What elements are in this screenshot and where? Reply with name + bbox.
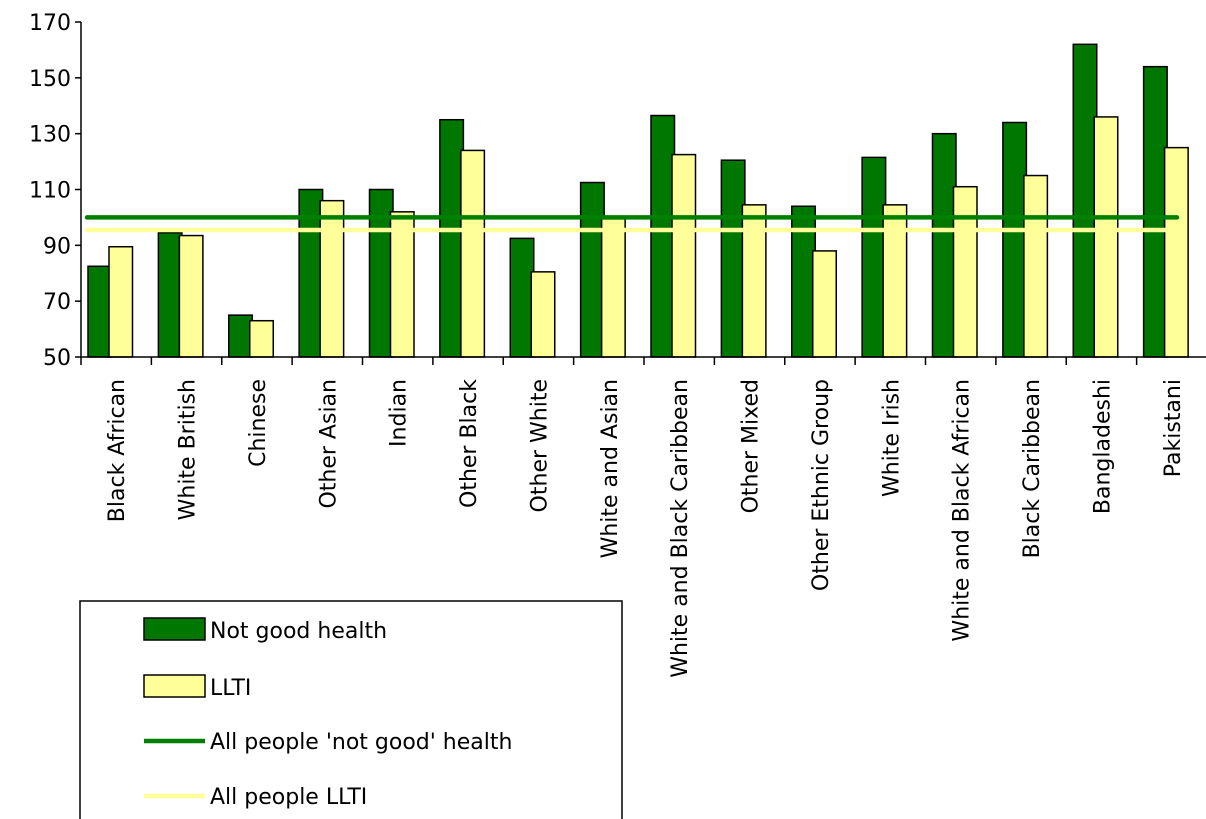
y-tick-label-70: 70 — [43, 290, 71, 315]
bar-not-good-health-chinese — [228, 314, 253, 358]
reference-lines-layer — [84, 215, 1180, 233]
x-tick-label-other-asian: Other Asian — [316, 379, 341, 509]
bar-llti-other-asian — [319, 199, 345, 358]
y-tick-label-50: 50 — [43, 346, 71, 371]
bar-llti-black-african — [108, 245, 134, 358]
legend-swatch-llti — [143, 674, 206, 698]
bar-llti-white-irish — [882, 204, 908, 358]
legend: Not good health LLTI All people 'not goo… — [79, 600, 623, 819]
bar-not-good-health-white-and-black-caribbean — [650, 114, 676, 358]
x-tick-label-white-and-black-caribbean: White and Black Caribbean — [668, 379, 693, 678]
bar-llti-pakistani — [1163, 146, 1189, 358]
x-tick-label-white-and-black-african: White and Black African — [950, 379, 975, 642]
x-tick-label-white-irish: White Irish — [879, 379, 904, 497]
x-tick-label-black-african: Black African — [105, 379, 130, 522]
legend-label-not-good-health: Not good health — [210, 619, 387, 644]
bar-not-good-health-other-mixed — [720, 159, 746, 358]
x-tick-label-other-white: Other White — [527, 379, 552, 512]
bar-not-good-health-pakistani — [1142, 65, 1168, 358]
bar-llti-bangladeshi — [1093, 116, 1119, 358]
x-tick-label-white-and-asian: White and Asian — [598, 379, 623, 558]
x-tick-label-bangladeshi: Bangladeshi — [1090, 379, 1115, 514]
x-tick-label-indian: Indian — [387, 379, 412, 447]
x-tick-label-other-black: Other Black — [457, 379, 482, 508]
y-tick-label-170: 170 — [29, 11, 71, 36]
y-tick-label-90: 90 — [43, 234, 71, 259]
bar-not-good-health-white-british — [157, 232, 183, 358]
bar-llti-white-and-black-caribbean — [671, 153, 697, 358]
bar-not-good-health-white-and-black-african — [931, 132, 957, 358]
bar-llti-other-ethnic-group — [812, 250, 837, 358]
bar-not-good-health-bangladeshi — [1072, 43, 1098, 358]
x-ticks-layer: Black African White British Chinese Other A… — [80, 357, 1186, 678]
x-tick-label-black-caribbean: Black Caribbean — [1020, 379, 1045, 558]
x-tick-label-other-ethnic-group: Other Ethnic Group — [809, 379, 834, 591]
bar-not-good-health-black-african — [87, 265, 113, 358]
bar-llti-black-caribbean — [1023, 174, 1049, 358]
legend-swatch-not-good-health — [143, 617, 206, 641]
bar-not-good-health-white-irish — [861, 156, 887, 358]
x-tick-label-white-british: White British — [176, 379, 201, 520]
y-ticks-layer: 50 70 90 110 130 150 170 — [29, 11, 81, 371]
bar-llti-other-mixed — [741, 204, 767, 358]
bar-not-good-health-other-black — [439, 118, 465, 358]
bar-llti-other-white — [530, 271, 556, 358]
bar-not-good-health-black-caribbean — [1002, 121, 1028, 358]
bar-llti-white-british — [178, 234, 204, 358]
bar-llti-indian — [389, 211, 415, 358]
bar-not-good-health-other-asian — [298, 188, 324, 358]
legend-label-all-not-good-health: All people 'not good' health — [210, 730, 512, 755]
bar-not-good-health-other-white — [509, 237, 535, 358]
x-tick-label-other-mixed: Other Mixed — [739, 379, 764, 513]
x-tick-label-pakistani: Pakistani — [1161, 379, 1186, 477]
legend-label-all-llti: All people LLTI — [210, 785, 367, 810]
bar-llti-chinese — [249, 319, 274, 358]
bar-llti-other-black — [460, 149, 486, 358]
bar-llti-white-and-asian — [600, 218, 626, 358]
y-tick-label-130: 130 — [29, 123, 71, 148]
legend-label-llti: LLTI — [210, 676, 251, 701]
y-tick-label-150: 150 — [29, 67, 71, 92]
bar-llti-white-and-black-african — [952, 185, 978, 358]
x-tick-label-chinese: Chinese — [246, 379, 271, 467]
bar-not-good-health-white-and-asian — [579, 181, 605, 358]
bar-not-good-health-indian — [368, 188, 394, 358]
bars-layer — [87, 43, 1189, 358]
y-tick-label-110: 110 — [29, 179, 71, 204]
